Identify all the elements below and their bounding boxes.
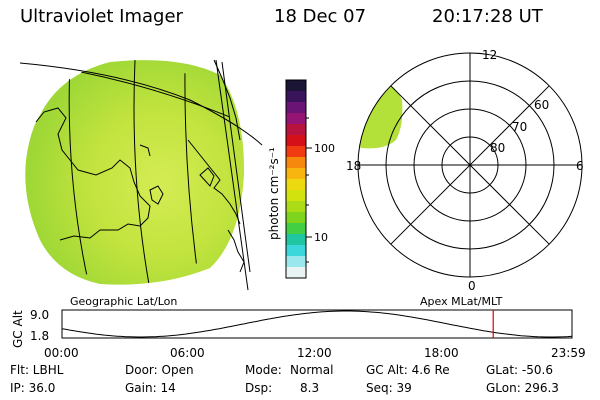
altitude-timeline: GC Alt 9.0 1.8 00:00 06:00 12:00 18:00 2…: [11, 308, 586, 360]
colorbar-cell: [286, 80, 306, 92]
left-projection-label: Geographic Lat/Lon: [70, 295, 177, 308]
colorbar-cells: [286, 80, 306, 279]
colorbar-cell: [286, 135, 306, 147]
polar-plot: 12 18 6 0 60 70 80: [346, 48, 584, 293]
colorbar-cell: [286, 223, 306, 235]
colorbar-cell: [286, 267, 306, 279]
colorbar: 100 10 photon cm⁻²s⁻¹: [267, 79, 335, 279]
colorbar-cell: [286, 168, 306, 180]
colorbar-cell: [286, 245, 306, 257]
colorbar-cell: [286, 234, 306, 246]
timeline-xtick: 23:59: [551, 346, 586, 360]
polar-aurora-image: [358, 82, 403, 149]
latitude-line: [19, 62, 263, 146]
timeline-xtick: 12:00: [297, 346, 332, 360]
coastline-path: [199, 167, 215, 187]
mlt-label-0: 0: [468, 279, 476, 293]
coastline-path: [227, 229, 245, 273]
timeline-ytick-top: 9.0: [30, 308, 49, 322]
grid-overhang: [19, 59, 263, 291]
glat-info: GLat: -50.6: [486, 363, 553, 377]
mode-value: Normal: [290, 363, 334, 377]
seq-info: Seq: 39: [366, 381, 412, 395]
timeline-xtick: 18:00: [424, 346, 459, 360]
colorbar-cell: [286, 124, 306, 136]
globe-image: [19, 59, 263, 291]
mlt-label-18: 18: [346, 159, 361, 173]
colorbar-cell: [286, 190, 306, 202]
coastline-path: [187, 139, 241, 225]
colorbar-cell: [286, 102, 306, 114]
observation-date: 18 Dec 07: [274, 6, 367, 27]
altitude-curve: [61, 310, 573, 338]
colorbar-cell: [286, 179, 306, 191]
coastline-path: [35, 107, 151, 241]
ip-info: IP: 36.0: [10, 381, 56, 395]
longitude-line: [133, 60, 151, 284]
coastline-path: [213, 59, 241, 141]
longitude-line: [215, 59, 249, 291]
colorbar-cell: [286, 212, 306, 224]
timeline-frame: [61, 309, 573, 339]
longitude-line: [184, 69, 201, 284]
filter-info: Flt: LBHL: [10, 363, 64, 377]
instrument-title: Ultraviolet Imager: [20, 6, 183, 27]
mlat-label-70: 70: [512, 120, 527, 134]
colorbar-tick-label: 100: [314, 142, 335, 155]
longitude-line: [68, 60, 91, 284]
gain-info: Gain: 14: [125, 381, 176, 395]
mode-label: Mode:: [245, 363, 282, 377]
timeline-ytick-bottom: 1.8: [30, 329, 49, 343]
coastlines: [35, 59, 245, 273]
polar-grid: [357, 52, 583, 278]
colorbar-unit-label: photon cm⁻²s⁻¹: [267, 147, 281, 240]
glon-info: GLon: 296.3: [486, 381, 559, 395]
colorbar-cell: [286, 91, 306, 103]
colorbar-cell: [286, 256, 306, 268]
colorbar-cell: [286, 146, 306, 158]
colorbar-cell: [286, 201, 306, 213]
mlt-label-12: 12: [482, 48, 497, 62]
colorbar-cell: [286, 113, 306, 125]
globe-disk: [25, 60, 245, 285]
coastline-path: [149, 185, 164, 205]
timeline-ylabel: GC Alt: [11, 310, 25, 348]
colorbar-cell: [286, 157, 306, 169]
mlat-label-80: 80: [490, 141, 505, 155]
timeline-xtick: 00:00: [44, 346, 79, 360]
observation-time: 20:17:28 UT: [432, 6, 543, 27]
timeline-xtick: 06:00: [170, 346, 205, 360]
coastline-path: [139, 144, 151, 157]
polar-meridian: [390, 85, 550, 245]
door-info: Door: Open: [125, 363, 194, 377]
dsp-label: Dsp:: [245, 381, 273, 395]
right-projection-label: Apex MLat/MLT: [420, 295, 503, 308]
mlat-label-60: 60: [534, 98, 549, 112]
colorbar-frame: [285, 79, 307, 279]
longitude-line: [221, 61, 251, 273]
gc-alt-info: GC Alt: 4.6 Re: [366, 363, 450, 377]
dsp-value: 8.3: [300, 381, 320, 395]
colorbar-tick-label: 10: [314, 231, 328, 244]
mlt-label-6: 6: [576, 159, 584, 173]
